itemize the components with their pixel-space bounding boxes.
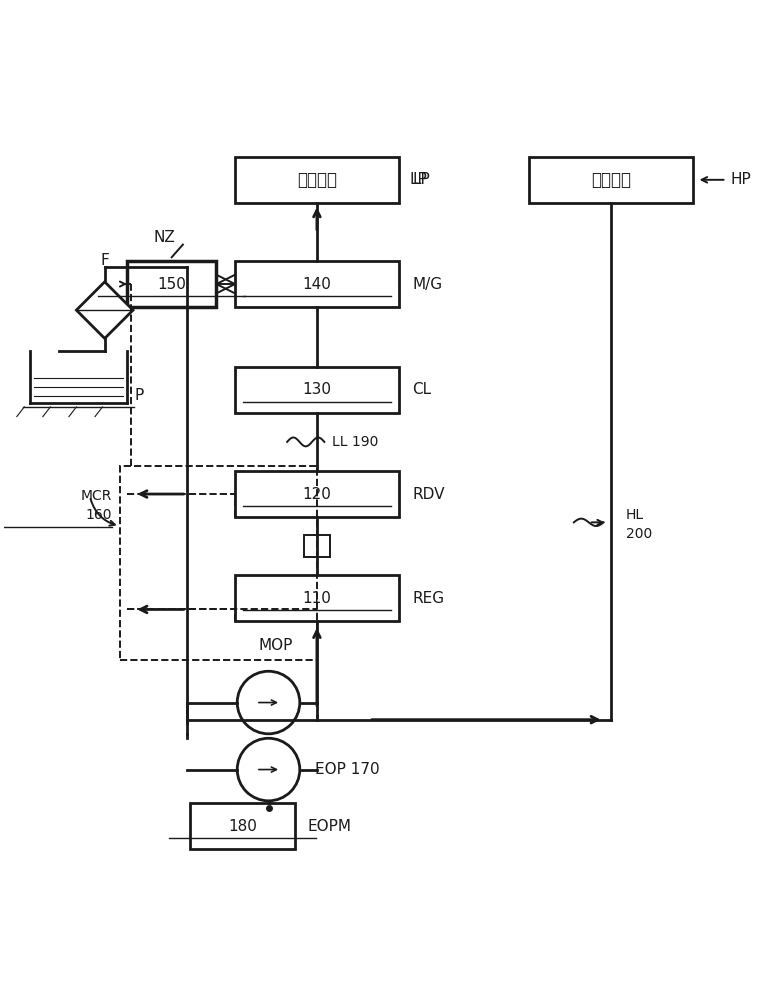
Text: 130: 130: [302, 382, 332, 397]
Text: CL: CL: [412, 382, 431, 397]
Bar: [191, 803, 294, 849]
Text: MOP: MOP: [259, 638, 293, 653]
Text: 200: 200: [626, 527, 652, 541]
Bar: [235, 471, 398, 517]
Text: RDV: RDV: [412, 487, 445, 502]
Text: 150: 150: [157, 277, 186, 292]
Text: LP: LP: [412, 172, 430, 187]
Text: 低压部分: 低压部分: [297, 171, 337, 189]
Text: 140: 140: [303, 277, 332, 292]
Bar: [235, 261, 398, 307]
Bar: [127, 261, 216, 307]
Bar: [235, 157, 398, 203]
Text: REG: REG: [412, 591, 444, 606]
Text: F: F: [100, 253, 109, 268]
Text: 110: 110: [303, 591, 332, 606]
Text: HP: HP: [730, 172, 751, 187]
Text: HL: HL: [626, 508, 644, 522]
Text: MCR: MCR: [80, 489, 112, 503]
Bar: [235, 367, 398, 413]
Text: 高压部分: 高压部分: [591, 171, 631, 189]
Bar: [120, 466, 317, 660]
Bar: [529, 157, 693, 203]
Polygon shape: [77, 282, 133, 338]
Text: M/G: M/G: [412, 277, 442, 292]
Text: EOP 170: EOP 170: [315, 762, 380, 777]
Text: 180: 180: [228, 819, 257, 834]
Text: LL 190: LL 190: [332, 435, 378, 449]
Text: NZ: NZ: [153, 230, 175, 245]
Text: EOPM: EOPM: [308, 819, 352, 834]
Text: P: P: [134, 388, 143, 403]
Text: 120: 120: [303, 487, 332, 502]
Text: LP: LP: [410, 172, 428, 187]
Bar: [304, 535, 330, 557]
Text: 160: 160: [86, 508, 112, 522]
Bar: [235, 575, 398, 621]
